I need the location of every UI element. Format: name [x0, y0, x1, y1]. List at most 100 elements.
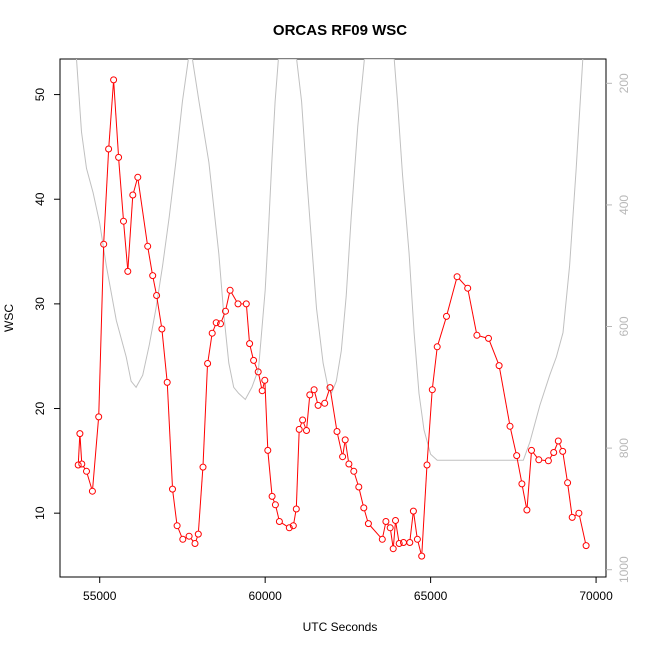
primary-series-segment [195, 536, 198, 541]
primary-series-segment [177, 528, 182, 537]
data-point [355, 483, 363, 491]
data-point [345, 460, 353, 468]
x-axis-label: UTC Seconds [303, 620, 378, 634]
primary-series-segment [108, 83, 114, 146]
data-point [115, 153, 123, 161]
y-axis-label: WSC [2, 304, 16, 332]
primary-series-segment [562, 454, 568, 480]
primary-series-segment [246, 307, 250, 341]
y2-tick-label: 400 [617, 195, 631, 215]
data-point [217, 320, 224, 328]
primary-series-segment [306, 398, 310, 428]
primary-series-segment [350, 466, 353, 469]
primary-series-segment [293, 512, 297, 523]
data-point [564, 479, 572, 487]
primary-series-segment [127, 198, 134, 269]
primary-series-segment [522, 486, 527, 507]
primary-series-segment [337, 434, 343, 454]
data-point [341, 436, 349, 444]
primary-series-segment [281, 522, 287, 527]
primary-series-segment [295, 432, 300, 506]
primary-series-segment [83, 466, 86, 469]
data-point [395, 540, 403, 547]
data-point [83, 467, 90, 475]
primary-series-segment [272, 499, 275, 502]
data-point [144, 242, 152, 250]
data-point [292, 505, 300, 513]
primary-series-segment [554, 443, 558, 450]
data-point [303, 427, 310, 434]
primary-series-segment [264, 383, 269, 448]
y-tick-label: 20 [33, 402, 47, 416]
primary-series-segment [510, 429, 517, 453]
data-point [306, 391, 314, 399]
data-point [268, 492, 276, 500]
data-point [271, 501, 279, 509]
primary-series-segment [98, 247, 105, 414]
data-point [568, 513, 576, 521]
y2-tick-label: 1000 [617, 556, 631, 583]
primary-series-segment [267, 453, 273, 494]
primary-series-segment [446, 279, 457, 314]
primary-series-segment [314, 392, 318, 403]
primary-series-segment [359, 489, 364, 505]
data-point [120, 217, 127, 225]
primary-series-segment [118, 160, 124, 219]
data-point [264, 446, 272, 454]
plot-area-frame [59, 58, 607, 578]
data-point [409, 507, 417, 515]
data-point [443, 312, 450, 320]
data-point [129, 191, 137, 199]
data-point [518, 480, 526, 488]
data-point [423, 461, 431, 469]
data-point [246, 340, 254, 348]
primary-series-segment [221, 314, 225, 321]
primary-series-segment [77, 436, 81, 462]
primary-series-segment [198, 470, 204, 531]
primary-series-segment [382, 524, 386, 537]
data-point [199, 463, 207, 471]
primary-series-segment [275, 507, 280, 519]
primary-series-segment [92, 420, 99, 489]
primary-series-segment [113, 83, 119, 155]
data-point [275, 518, 283, 525]
data-point [149, 272, 157, 280]
primary-series-segment [458, 278, 466, 287]
data-point [406, 539, 414, 546]
data-point [506, 422, 514, 430]
primary-series-segment [103, 152, 109, 242]
data-point [314, 401, 322, 409]
x-tick-label: 65000 [414, 589, 448, 603]
x-tick-label: 55000 [83, 589, 117, 603]
data-point [550, 449, 558, 456]
primary-series-segment [342, 443, 346, 454]
primary-series-segment [390, 530, 394, 546]
x-tick-label: 70000 [579, 589, 613, 603]
primary-series-segment [202, 366, 208, 464]
primary-series-segment [299, 422, 302, 427]
y2-tick-label: 600 [617, 316, 631, 336]
y-tick-label: 40 [33, 192, 47, 206]
data-point [389, 545, 397, 553]
data-point [105, 145, 113, 153]
primary-series-segment [579, 516, 586, 543]
data-point [310, 386, 318, 394]
data-point [289, 522, 297, 530]
data-point [544, 457, 552, 465]
data-point [88, 487, 96, 495]
data-point [208, 329, 216, 337]
data-point [185, 532, 193, 540]
right-axis: 200 400 600 800 1000 [606, 73, 631, 583]
data-point [299, 416, 307, 424]
primary-series-segment [303, 422, 306, 428]
data-point [559, 447, 567, 455]
primary-series-segment [549, 454, 553, 459]
data-point [360, 504, 368, 512]
primary-series-segment [330, 390, 337, 429]
y2-tick-label: 800 [617, 438, 631, 458]
data-point [582, 542, 590, 550]
y-axis: 10 20 30 40 50 [33, 88, 60, 520]
primary-series-segment [479, 335, 486, 339]
primary-series-segment [325, 390, 330, 401]
primary-series-segment [262, 383, 265, 388]
